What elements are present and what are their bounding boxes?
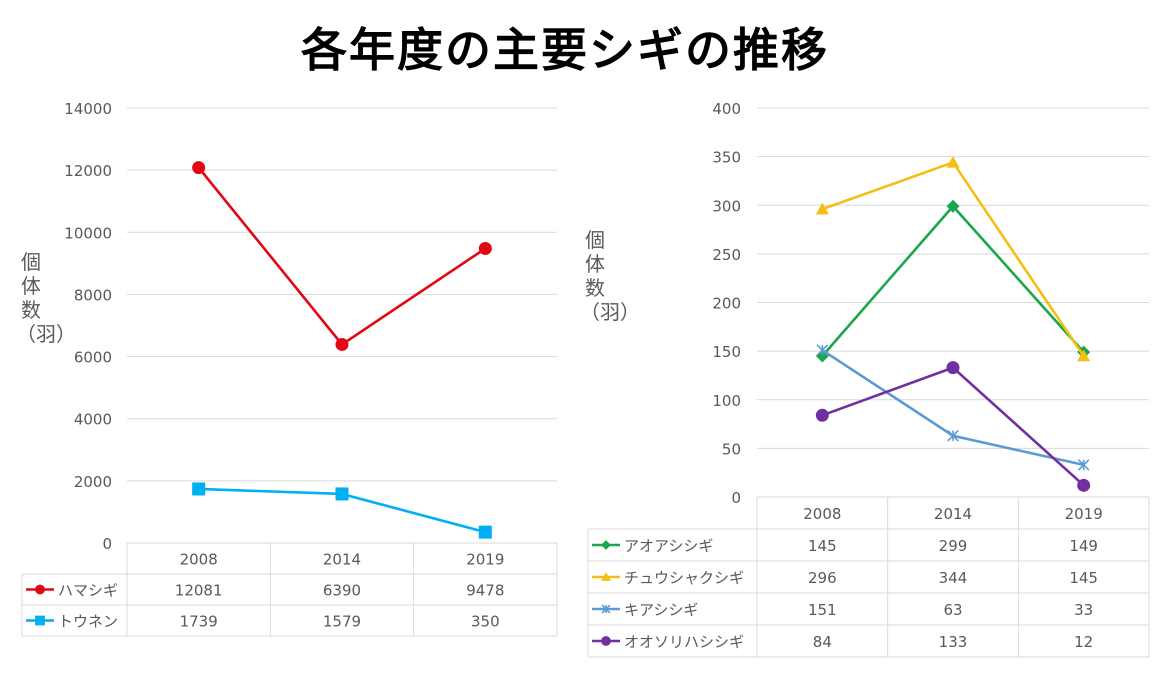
right-chart-data-point bbox=[947, 429, 959, 442]
right-chart-table-value: 151 bbox=[808, 601, 837, 619]
left-chart-table-value: 6390 bbox=[323, 582, 361, 600]
left-chart-legend-marker bbox=[35, 615, 45, 626]
right-chart-table-value: 296 bbox=[808, 569, 837, 587]
right-chart-y-tick-label: 300 bbox=[712, 197, 741, 215]
right-chart-y-tick-label: 50 bbox=[722, 440, 741, 458]
right-chart-y-tick-label: 0 bbox=[731, 489, 741, 507]
left-chart-y-tick-label: 6000 bbox=[74, 349, 112, 367]
left-chart-legend-label: ハマシギ bbox=[58, 582, 118, 600]
right-chart-x-category-label: 2008 bbox=[803, 505, 841, 523]
right-chart-table-value: 149 bbox=[1069, 537, 1098, 555]
right-chart-series-line bbox=[821, 160, 1085, 357]
right-chart-legend-marker bbox=[601, 604, 611, 614]
left-chart-data-point bbox=[478, 525, 492, 539]
right-chart-table-value: 84 bbox=[813, 633, 832, 651]
left-chart-y-tick-label: 10000 bbox=[64, 224, 112, 242]
right-chart-legend-label: アオアシシギ bbox=[624, 537, 713, 555]
right-chart-x-category-label: 2019 bbox=[1065, 505, 1103, 523]
right-chart-table-value: 12 bbox=[1074, 633, 1093, 651]
right-chart-series-line bbox=[821, 204, 1085, 357]
left-chart-y-tick-label: 14000 bbox=[64, 100, 112, 118]
right-chart-legend-marker bbox=[601, 540, 611, 550]
right-chart-legend-label: オオソリハシシギ bbox=[624, 633, 744, 651]
right-chart-data-point bbox=[946, 361, 960, 375]
right-chart-data-point bbox=[815, 202, 829, 215]
right-chart-table-value: 145 bbox=[808, 537, 837, 555]
left-chart-y-tick-label: 12000 bbox=[64, 162, 112, 180]
right-chart-data-point bbox=[815, 408, 829, 422]
left-chart-series-line bbox=[197, 166, 487, 347]
right-chart-legend-label: チュウシャクシギ bbox=[624, 569, 744, 587]
right-chart-data-point bbox=[1077, 349, 1091, 362]
right-chart-table-value: 63 bbox=[943, 601, 962, 619]
right-chart-series-line bbox=[821, 366, 1085, 487]
right-chart-data-point bbox=[1077, 459, 1090, 471]
left-chart-y-tick-label: 0 bbox=[102, 535, 112, 553]
right-chart-data-point bbox=[816, 344, 829, 356]
right-chart-y-tick-label: 350 bbox=[712, 149, 741, 167]
left-chart-data-point bbox=[192, 161, 206, 175]
right-chart-table-value: 145 bbox=[1069, 569, 1098, 587]
right-chart-y-tick-label: 400 bbox=[712, 100, 741, 118]
left-chart-y-tick-label: 8000 bbox=[74, 286, 112, 304]
left-chart-data-point bbox=[192, 482, 206, 496]
left-chart-data-point bbox=[335, 487, 349, 501]
right-chart-y-tick-label: 250 bbox=[712, 246, 741, 264]
right-chart-table-value: 344 bbox=[939, 569, 968, 587]
left-chart-data-point bbox=[478, 242, 492, 256]
right-chart-x-category-label: 2014 bbox=[934, 505, 972, 523]
right-chart-y-tick-label: 100 bbox=[712, 392, 741, 410]
right-chart-table-value: 299 bbox=[939, 537, 968, 555]
right-chart-data-point bbox=[946, 199, 960, 213]
left-chart-x-category-label: 2008 bbox=[180, 551, 218, 569]
left-chart-table-value: 12081 bbox=[175, 582, 223, 600]
left-chart-y-tick-label: 4000 bbox=[74, 411, 112, 429]
left-chart-table-value: 350 bbox=[471, 613, 500, 631]
left-chart-data-point bbox=[335, 337, 349, 351]
left-chart-table-value: 1739 bbox=[180, 613, 218, 631]
right-chart-data-point bbox=[946, 155, 960, 168]
left-chart-legend-label: トウネン bbox=[58, 613, 118, 631]
left-chart-table-value: 1579 bbox=[323, 613, 361, 631]
left-chart-legend-marker bbox=[35, 584, 45, 595]
right-chart-legend-marker bbox=[601, 636, 611, 646]
right-chart-legend-label: キアシシギ bbox=[624, 601, 698, 619]
right-chart-legend-marker bbox=[601, 572, 611, 581]
left-chart-x-category-label: 2019 bbox=[466, 551, 504, 569]
right-chart-y-tick-label: 200 bbox=[712, 295, 741, 313]
right-chart-y-tick-label: 150 bbox=[712, 343, 741, 361]
left-chart-x-category-label: 2014 bbox=[323, 551, 361, 569]
left-chart-y-tick-label: 2000 bbox=[74, 473, 112, 491]
left-chart-table-value: 9478 bbox=[466, 582, 504, 600]
figure-title: 各年度の主要シギの推移 bbox=[301, 23, 829, 77]
right-chart-table-value: 133 bbox=[939, 633, 968, 651]
right-chart-table-value: 33 bbox=[1074, 601, 1093, 619]
right-chart-data-point bbox=[1077, 478, 1091, 492]
